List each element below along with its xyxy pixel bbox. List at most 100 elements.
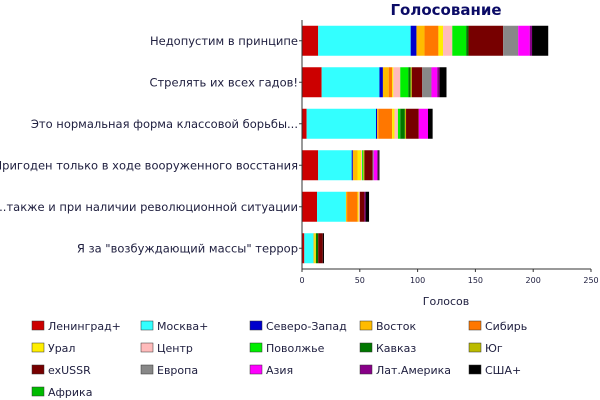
- bar-segment: [352, 150, 358, 181]
- bar-segment: [357, 191, 359, 222]
- legend-swatch: [31, 320, 45, 331]
- bar-segment: [317, 191, 346, 222]
- legend-swatch: [249, 320, 263, 331]
- bar-segment: [382, 67, 389, 98]
- bar-segment: [357, 150, 361, 181]
- bar-segment: [424, 25, 439, 56]
- bar-segment: [302, 150, 319, 181]
- bar-segment: [359, 191, 365, 222]
- bar-segment: [443, 25, 453, 56]
- bar-segment: [315, 233, 319, 264]
- category-label: Стрелять их всех гадов!: [149, 75, 298, 89]
- legend-swatch: [140, 320, 154, 331]
- legend-label: Сибирь: [485, 320, 527, 333]
- legend-item: США+: [468, 364, 521, 377]
- legend-item: Кавказ: [359, 342, 416, 355]
- bar-segment: [358, 191, 360, 222]
- legend-label: Москва+: [157, 320, 208, 333]
- legend-label: Урал: [48, 342, 75, 355]
- x-axis-title: Голосов: [423, 295, 469, 308]
- bar-segment: [318, 25, 411, 56]
- bar-segment: [377, 150, 379, 181]
- bar-segment: [393, 67, 401, 98]
- bar-segment: [397, 108, 401, 139]
- bar-segment: [360, 150, 363, 181]
- bar-segment: [379, 67, 383, 98]
- bar-segment: [373, 150, 378, 181]
- legend-swatch: [468, 342, 482, 353]
- legend-label: exUSSR: [48, 364, 91, 377]
- bar-segment: [363, 150, 365, 181]
- legend: Ленинград+ Москва+ Северо-Запад Восток Сибир…: [31, 320, 527, 399]
- bar-segment: [394, 108, 398, 139]
- bar-segment: [322, 233, 324, 264]
- bar-segment: [362, 150, 364, 181]
- legend-label: Кавказ: [376, 342, 416, 355]
- legend-label: Европа: [157, 364, 198, 377]
- legend-swatch: [468, 320, 482, 331]
- legend-swatch: [359, 320, 373, 331]
- bar-segment: [304, 233, 314, 264]
- legend-label: Лат.Америка: [376, 364, 451, 377]
- legend-item: Урал: [31, 342, 75, 355]
- bar-segment: [518, 25, 530, 56]
- bar-segment: [365, 191, 370, 222]
- legend-label: Восток: [376, 320, 416, 333]
- category-label: ...также и при наличии революционной сит…: [0, 200, 298, 214]
- bar-segment: [400, 67, 409, 98]
- bar-segment: [410, 67, 412, 98]
- legend-swatch: [249, 342, 263, 353]
- legend-item: Центр: [140, 342, 193, 355]
- x-tick-label: 100: [410, 276, 425, 285]
- legend-label: Центр: [157, 342, 193, 355]
- bar-segment: [392, 108, 395, 139]
- bar-segment: [529, 25, 533, 56]
- bar-segment: [347, 191, 358, 222]
- bar-segment: [466, 25, 469, 56]
- bar-segment: [406, 108, 419, 139]
- bar-segment: [377, 108, 379, 139]
- category-labels: Недопустим в принципе Стрелять их всех га…: [0, 34, 302, 255]
- category-label: Я за "возбуждающий массы" террор: [77, 241, 298, 255]
- bar-segment: [404, 108, 407, 139]
- bar-segment: [302, 108, 307, 139]
- legend-label: Африка: [48, 386, 92, 399]
- bar-segment: [314, 233, 316, 264]
- legend-item: Юг: [468, 342, 503, 355]
- bar-segment: [378, 150, 380, 181]
- legend-item: Азия: [249, 364, 293, 377]
- bar-segment: [302, 67, 322, 98]
- category-label: Недопустим в принципе: [150, 34, 298, 48]
- legend-swatch: [249, 364, 263, 375]
- bar-segment: [418, 108, 429, 139]
- legend-swatch: [140, 342, 154, 353]
- bar-segment: [318, 233, 323, 264]
- legend-label: Азия: [266, 364, 293, 377]
- bar-segment: [364, 150, 373, 181]
- legend-label: США+: [485, 364, 521, 377]
- legend-swatch: [31, 364, 45, 375]
- legend-swatch: [468, 364, 482, 375]
- legend-swatch: [359, 342, 373, 353]
- category-label: Это нормальная форма классовой борьбы...: [31, 117, 298, 131]
- bar-segment: [375, 108, 378, 139]
- bar-segment: [313, 233, 315, 264]
- legend-item: Поволжье: [249, 342, 325, 355]
- bar-segment: [378, 108, 393, 139]
- x-tick-label: 50: [355, 276, 365, 285]
- bar-segment: [439, 67, 447, 98]
- bar-segment: [306, 108, 376, 139]
- legend-item: Лат.Америка: [359, 364, 451, 377]
- bar-segment: [318, 150, 352, 181]
- bar-segment: [468, 25, 504, 56]
- legend-item: Африка: [31, 386, 92, 399]
- bar-segment: [302, 191, 318, 222]
- legend-item: Европа: [140, 364, 198, 377]
- bar-segment: [364, 191, 366, 222]
- legend-item: Москва+: [140, 320, 208, 333]
- bar-segment: [431, 67, 438, 98]
- legend-item: exUSSR: [31, 364, 91, 377]
- bar-segment: [416, 25, 425, 56]
- bar-segment: [372, 150, 374, 181]
- bar-segment: [392, 67, 394, 98]
